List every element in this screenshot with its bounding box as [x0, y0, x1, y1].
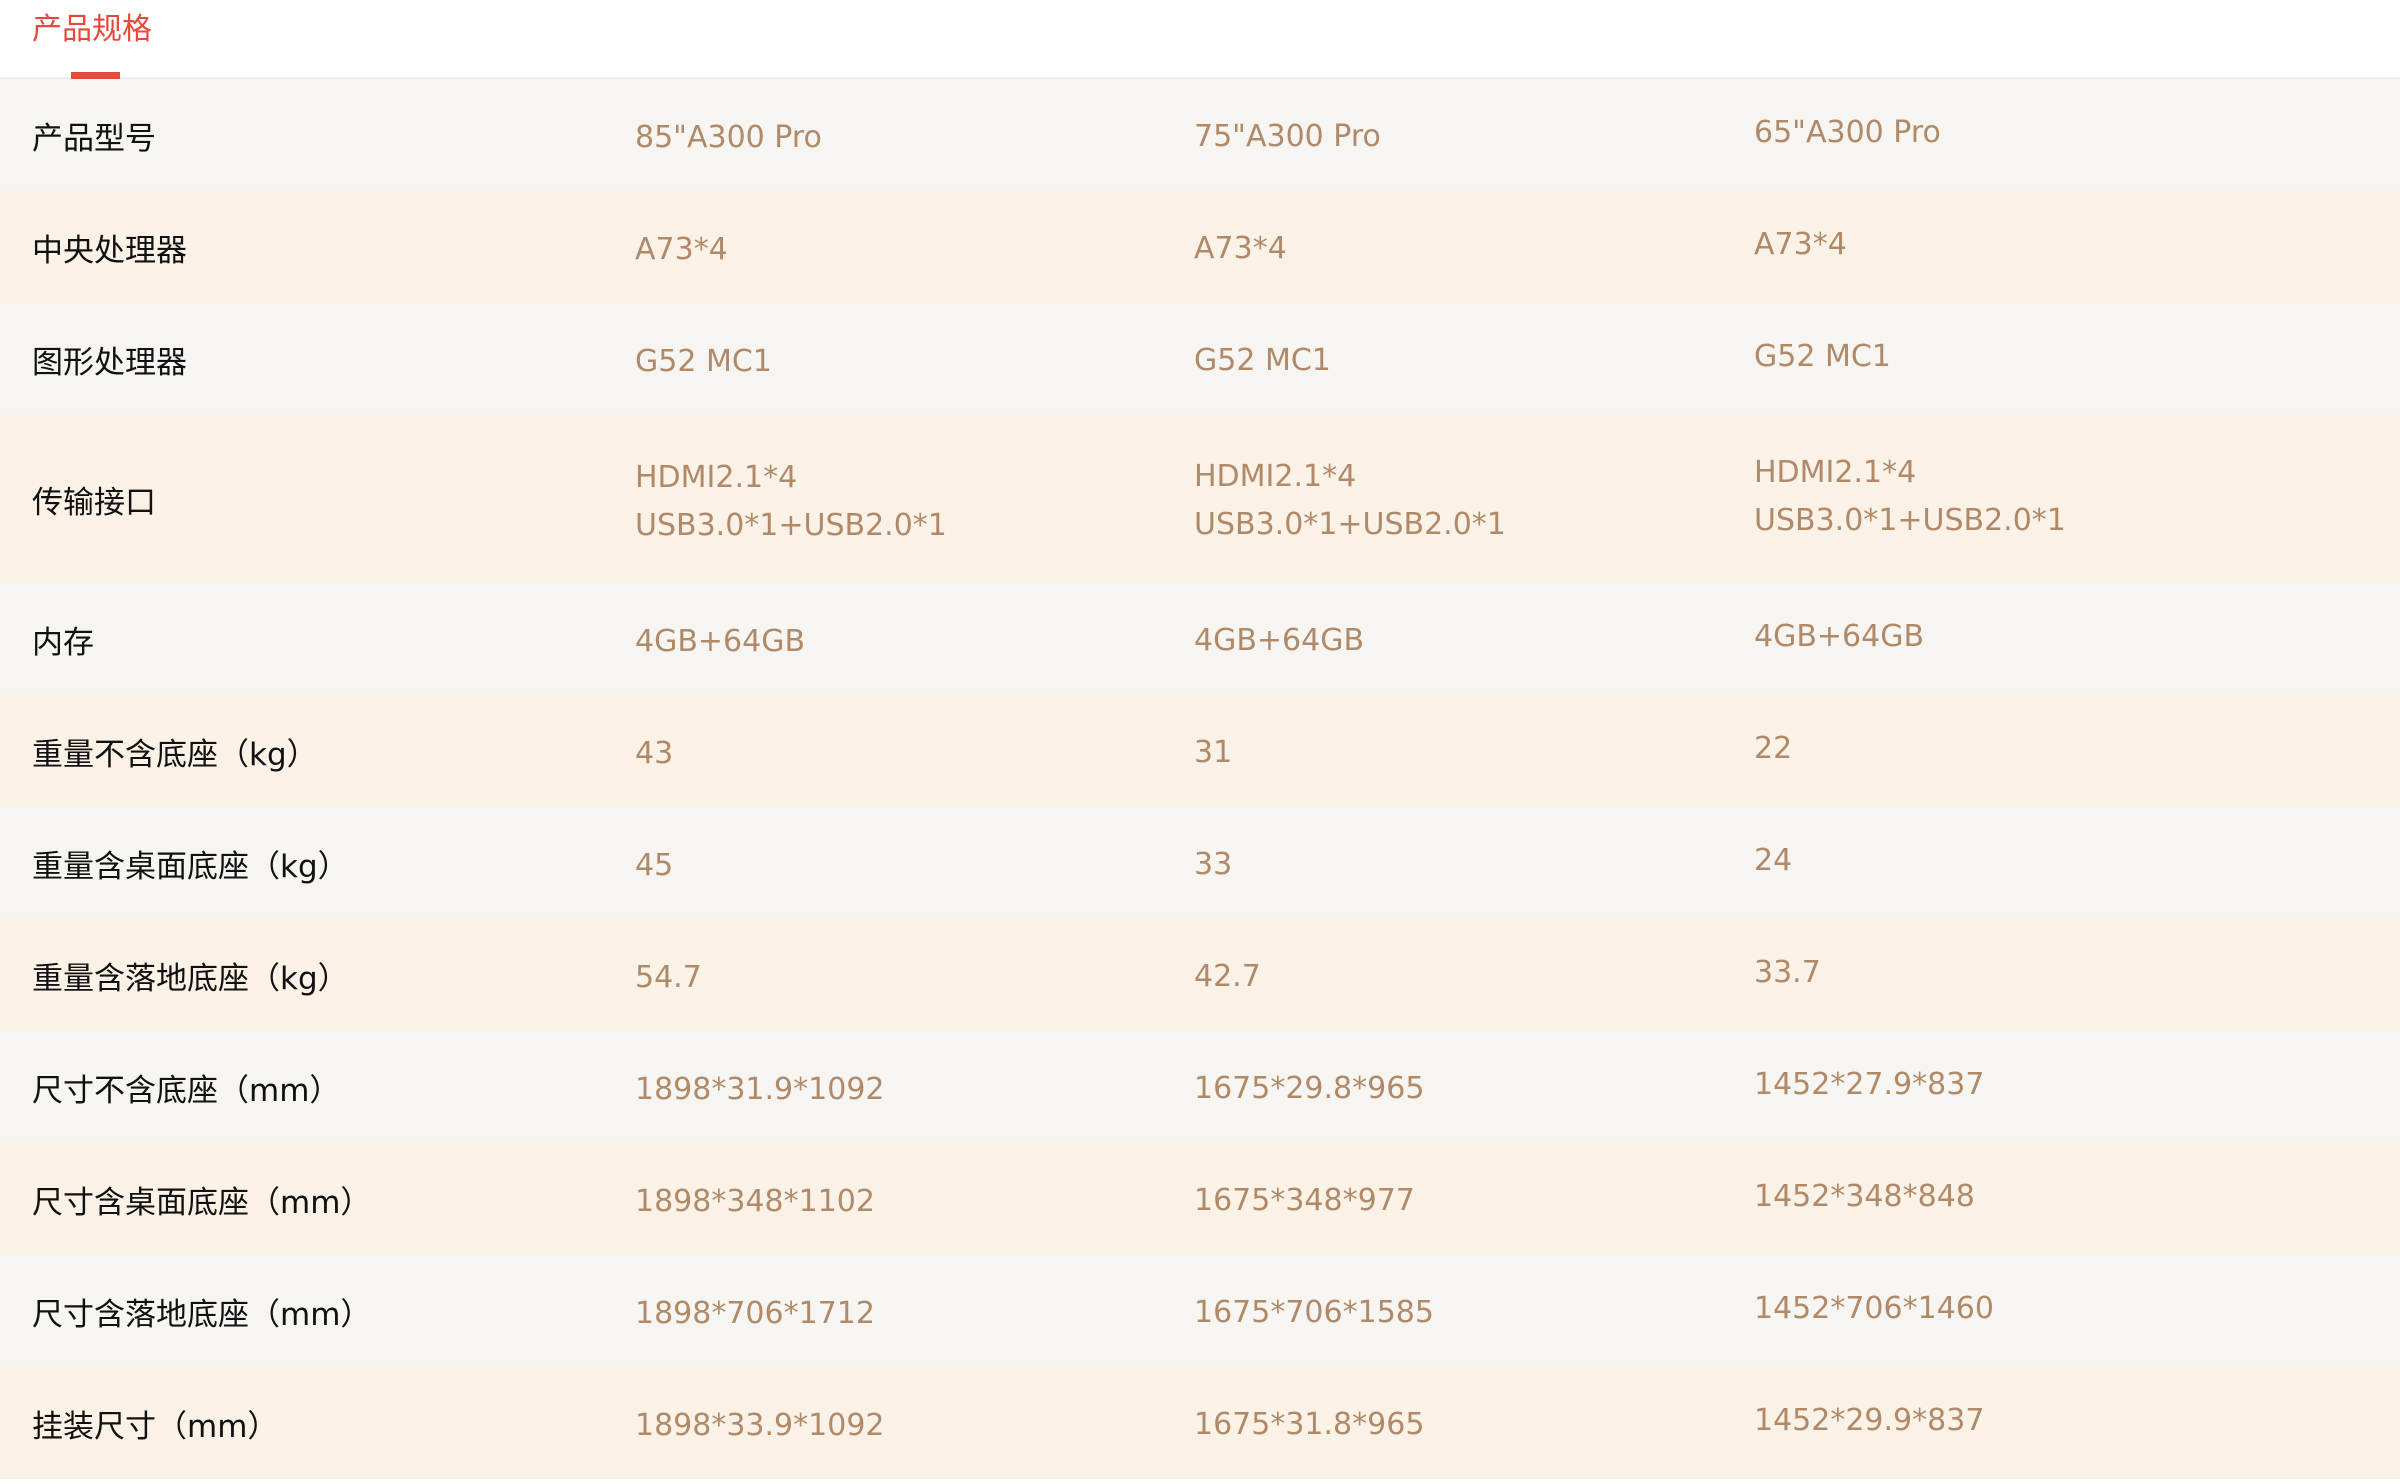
tab-bar: 产品规格 [0, 0, 2400, 79]
spec-value: 42.7 [1194, 958, 1261, 994]
spec-label: 重量含桌面底座（kg） [32, 848, 349, 885]
spec-value: A73*4 [635, 232, 728, 267]
spec-value: G52 MC1 [635, 344, 772, 379]
spec-value: G52 MC1 [1754, 339, 1891, 374]
spec-row: 尺寸不含底座（mm） 1898*31.9*1092 1675*29.8*965 145… [0, 1031, 2400, 1143]
spec-value: 1675*706*1585 [1194, 1294, 1434, 1330]
spec-value: 1898*31.9*1092 [635, 1072, 885, 1107]
spec-row: 重量含落地底座（kg） 54.7 42.7 33.7 [0, 919, 2400, 1031]
spec-label: 尺寸含落地底座（mm） [32, 1296, 372, 1333]
active-tab-indicator [71, 72, 120, 79]
spec-label: 重量不含底座（kg） [32, 736, 318, 773]
spec-value: 24 [1754, 843, 1793, 878]
spec-label: 中央处理器 [32, 232, 187, 269]
spec-row: 中央处理器 A73*4 A73*4 A73*4 [0, 191, 2400, 303]
spec-value: 33 [1194, 846, 1233, 882]
spec-value: 31 [1194, 734, 1233, 770]
spec-value: 1675*31.8*965 [1194, 1406, 1425, 1442]
spec-value: 1898*348*1102 [635, 1184, 875, 1219]
spec-value: 1452*29.9*837 [1754, 1403, 1985, 1438]
spec-value: 65"A300 Pro [1754, 115, 1941, 150]
spec-value: 4GB+64GB [1754, 619, 1925, 654]
spec-label: 产品型号 [32, 120, 156, 157]
spec-value: 1675*29.8*965 [1194, 1070, 1425, 1106]
spec-value: 1675*348*977 [1194, 1182, 1415, 1218]
spec-row: 图形处理器 G52 MC1 G52 MC1 G52 MC1 [0, 303, 2400, 415]
spec-value: 1452*27.9*837 [1754, 1067, 1985, 1102]
spec-label: 图形处理器 [32, 344, 187, 381]
spec-row: 挂装尺寸（mm） 1898*33.9*1092 1675*31.8*965 1452*… [0, 1367, 2400, 1479]
spec-row: 重量含桌面底座（kg） 45 33 24 [0, 807, 2400, 919]
spec-value: HDMI2.1*4 USB3.0*1+USB2.0*1 [635, 460, 947, 543]
spec-row: 传输接口 HDMI2.1*4 USB3.0*1+USB2.0*1 HDMI2.1*4… [0, 415, 2400, 583]
spec-value: 1452*348*848 [1754, 1179, 1975, 1214]
spec-value: HDMI2.1*4 USB3.0*1+USB2.0*1 [1754, 455, 2066, 538]
spec-row: 重量不含底座（kg） 43 31 22 [0, 695, 2400, 807]
spec-value: 33.7 [1754, 955, 1821, 990]
spec-value: 85"A300 Pro [635, 120, 822, 155]
spec-table: 产品型号 85"A300 Pro 75"A300 Pro 65"A300 Pro 中央处… [0, 79, 2400, 1479]
spec-value: A73*4 [1194, 230, 1287, 266]
spec-value: 45 [635, 848, 674, 883]
spec-label: 重量含落地底座（kg） [32, 960, 349, 997]
spec-value: 75"A300 Pro [1194, 118, 1381, 154]
spec-value: G52 MC1 [1194, 342, 1331, 378]
spec-value: 1452*706*1460 [1754, 1291, 1994, 1326]
spec-row: 产品型号 85"A300 Pro 75"A300 Pro 65"A300 Pro [0, 79, 2400, 191]
spec-value: A73*4 [1754, 227, 1847, 262]
spec-row: 尺寸含落地底座（mm） 1898*706*1712 1675*706*1585 145… [0, 1255, 2400, 1367]
spec-label: 内存 [32, 624, 94, 661]
spec-value: 54.7 [635, 960, 702, 995]
spec-value: HDMI2.1*4 USB3.0*1+USB2.0*1 [1194, 458, 1506, 542]
spec-value: 4GB+64GB [635, 624, 806, 659]
spec-label: 尺寸不含底座（mm） [32, 1072, 341, 1109]
spec-row: 尺寸含桌面底座（mm） 1898*348*1102 1675*348*977 1452… [0, 1143, 2400, 1255]
spec-value: 1898*706*1712 [635, 1296, 875, 1331]
spec-value: 43 [635, 736, 674, 771]
spec-row: 内存 4GB+64GB 4GB+64GB 4GB+64GB [0, 583, 2400, 695]
spec-value: 1898*33.9*1092 [635, 1408, 885, 1443]
spec-label: 尺寸含桌面底座（mm） [32, 1184, 372, 1221]
tab-specs[interactable]: 产品规格 [32, 12, 152, 47]
spec-label: 挂装尺寸（mm） [32, 1408, 279, 1445]
spec-value: 22 [1754, 731, 1793, 766]
spec-label: 传输接口 [32, 484, 156, 521]
spec-value: 4GB+64GB [1194, 622, 1365, 658]
